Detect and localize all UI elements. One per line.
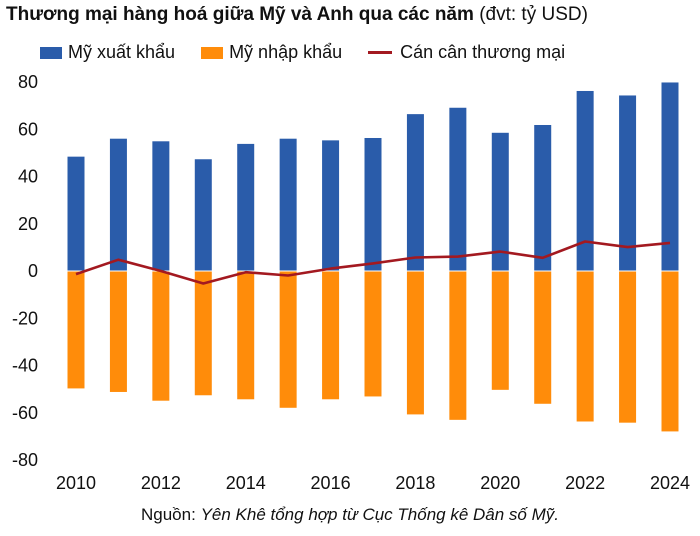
balance-line-group	[75, 240, 671, 285]
chart-title: Thương mại hàng hoá giữa Mỹ và Anh qua c…	[6, 4, 588, 26]
bar-exports	[237, 143, 255, 271]
source-text: Yên Khê tổng hợp từ Cục Thống kê Dân số …	[200, 505, 559, 524]
y-tick-label: -40	[12, 356, 38, 376]
bar-exports	[67, 156, 85, 271]
x-tick-label: 2016	[311, 473, 351, 493]
bar-imports	[491, 271, 509, 390]
bar-imports	[322, 271, 340, 400]
legend-swatch-balance	[368, 51, 393, 54]
bar-exports	[406, 114, 424, 271]
chart-title-main: Thương mại hàng hoá giữa Mỹ và Anh qua c…	[6, 4, 474, 25]
bar-imports	[364, 271, 382, 397]
bar-exports	[364, 137, 382, 271]
bars-imports	[67, 271, 679, 432]
bar-exports	[619, 95, 637, 271]
bar-imports	[534, 271, 552, 404]
legend-item-exports: Mỹ xuất khẩu	[40, 42, 175, 63]
bar-imports	[194, 271, 212, 396]
bar-exports	[449, 107, 467, 271]
bar-exports	[576, 90, 594, 271]
y-tick-label: 80	[18, 72, 38, 92]
y-tick-label: 20	[18, 214, 38, 234]
y-tick-label: -60	[12, 403, 38, 423]
balance-line	[75, 240, 671, 285]
x-tick-label: 2014	[226, 473, 266, 493]
bar-exports	[491, 132, 509, 271]
y-tick-label: -80	[12, 450, 38, 470]
legend-item-balance: Cán cân thương mại	[368, 42, 565, 63]
x-tick-label: 2018	[395, 473, 435, 493]
bar-imports	[661, 271, 679, 432]
bar-exports	[534, 124, 552, 271]
x-tick-label: 2024	[650, 473, 690, 493]
bar-exports	[661, 82, 679, 271]
bar-imports	[406, 271, 424, 415]
bar-imports	[67, 271, 85, 389]
chart-title-unit: (đvt: tỷ USD)	[479, 4, 588, 25]
y-tick-label: 60	[18, 119, 38, 139]
legend-swatch-exports	[40, 46, 62, 59]
x-tick-label: 2012	[141, 473, 181, 493]
chart-legend: Mỹ xuất khẩu Mỹ nhập khẩu Cán cân thương…	[40, 42, 591, 63]
x-axis-ticks: 2010 2012 2014 2016 2018 2020 2022 2024	[56, 473, 690, 493]
legend-item-imports: Mỹ nhập khẩu	[201, 42, 342, 63]
legend-label-imports: Mỹ nhập khẩu	[229, 42, 343, 62]
y-tick-label: 0	[28, 261, 38, 281]
bar-exports	[279, 138, 297, 271]
bars-exports	[67, 82, 679, 271]
legend-swatch-imports	[201, 46, 224, 59]
chart-source: Nguồn: Yên Khê tổng hợp từ Cục Thống kê …	[0, 505, 700, 525]
bar-exports	[109, 138, 127, 271]
bar-imports	[576, 271, 594, 422]
bar-exports	[152, 141, 170, 271]
bar-imports	[152, 271, 170, 401]
bar-imports	[449, 271, 467, 420]
bar-imports	[109, 271, 127, 392]
y-tick-label: -20	[12, 308, 38, 328]
x-tick-label: 2022	[565, 473, 605, 493]
bar-exports	[194, 159, 212, 271]
x-tick-label: 2010	[56, 473, 96, 493]
bar-exports	[322, 140, 340, 271]
legend-label-exports: Mỹ xuất khẩu	[68, 42, 176, 62]
source-prefix: Nguồn:	[141, 505, 196, 524]
bar-imports	[237, 271, 255, 400]
legend-label-balance: Cán cân thương mại	[400, 42, 566, 62]
x-tick-label: 2020	[480, 473, 520, 493]
bar-imports	[279, 271, 297, 408]
y-axis-ticks: 80 60 40 20 0 -20 -40 -60 -80	[12, 72, 38, 470]
bar-imports	[619, 271, 637, 423]
y-tick-label: 40	[18, 167, 38, 187]
